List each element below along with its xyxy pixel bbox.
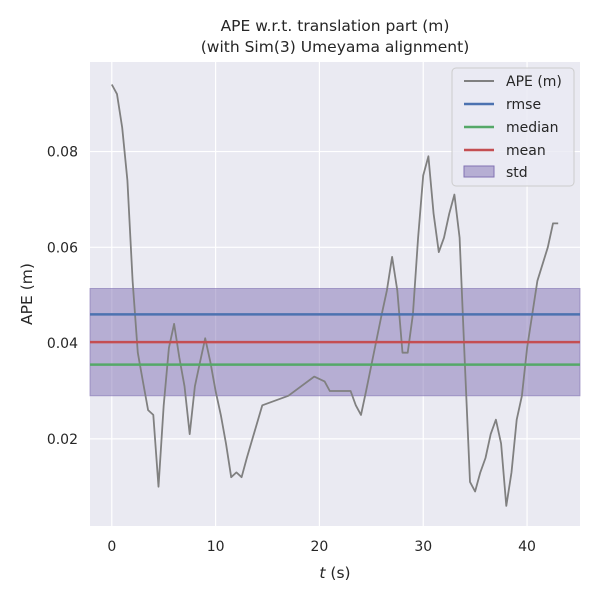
legend-label-median: median (506, 120, 558, 136)
legend-swatch-std (463, 165, 495, 178)
chart-title-line-2: (with Sim(3) Umeyama alignment) (201, 38, 470, 56)
ape-series-line (111, 84, 559, 507)
chart-title-line-1: APE w.r.t. translation part (m) (221, 17, 450, 35)
series-layer (111, 84, 559, 507)
y-axis-ticks: 0.02 0.04 0.06 0.08 (47, 145, 78, 448)
legend-label-std: std (506, 165, 528, 181)
x-axis-label: t (s) (319, 564, 350, 582)
x-tick-label: 10 (207, 539, 225, 555)
x-axis-variable: t (319, 564, 326, 582)
legend: APE (m) rmse median mean std (451, 67, 575, 187)
legend-label-mean: mean (506, 143, 546, 159)
legend-box (451, 67, 575, 187)
y-tick-label: 0.06 (47, 240, 78, 256)
x-tick-label: 0 (107, 539, 116, 555)
x-tick-label: 30 (414, 539, 432, 555)
y-tick-label: 0.08 (47, 145, 78, 161)
x-tick-label: 40 (518, 539, 536, 555)
y-axis-label: APE (m) (18, 263, 36, 325)
x-axis-ticks: 0 10 20 30 40 (107, 539, 536, 555)
legend-label-ape: APE (m) (506, 74, 562, 90)
legend-label-rmse: rmse (506, 97, 541, 113)
y-tick-label: 0.02 (47, 432, 78, 448)
x-tick-label: 20 (311, 539, 329, 555)
y-tick-label: 0.04 (47, 336, 78, 352)
reference-lines-layer (90, 313, 580, 366)
x-axis-unit: (s) (325, 564, 350, 582)
